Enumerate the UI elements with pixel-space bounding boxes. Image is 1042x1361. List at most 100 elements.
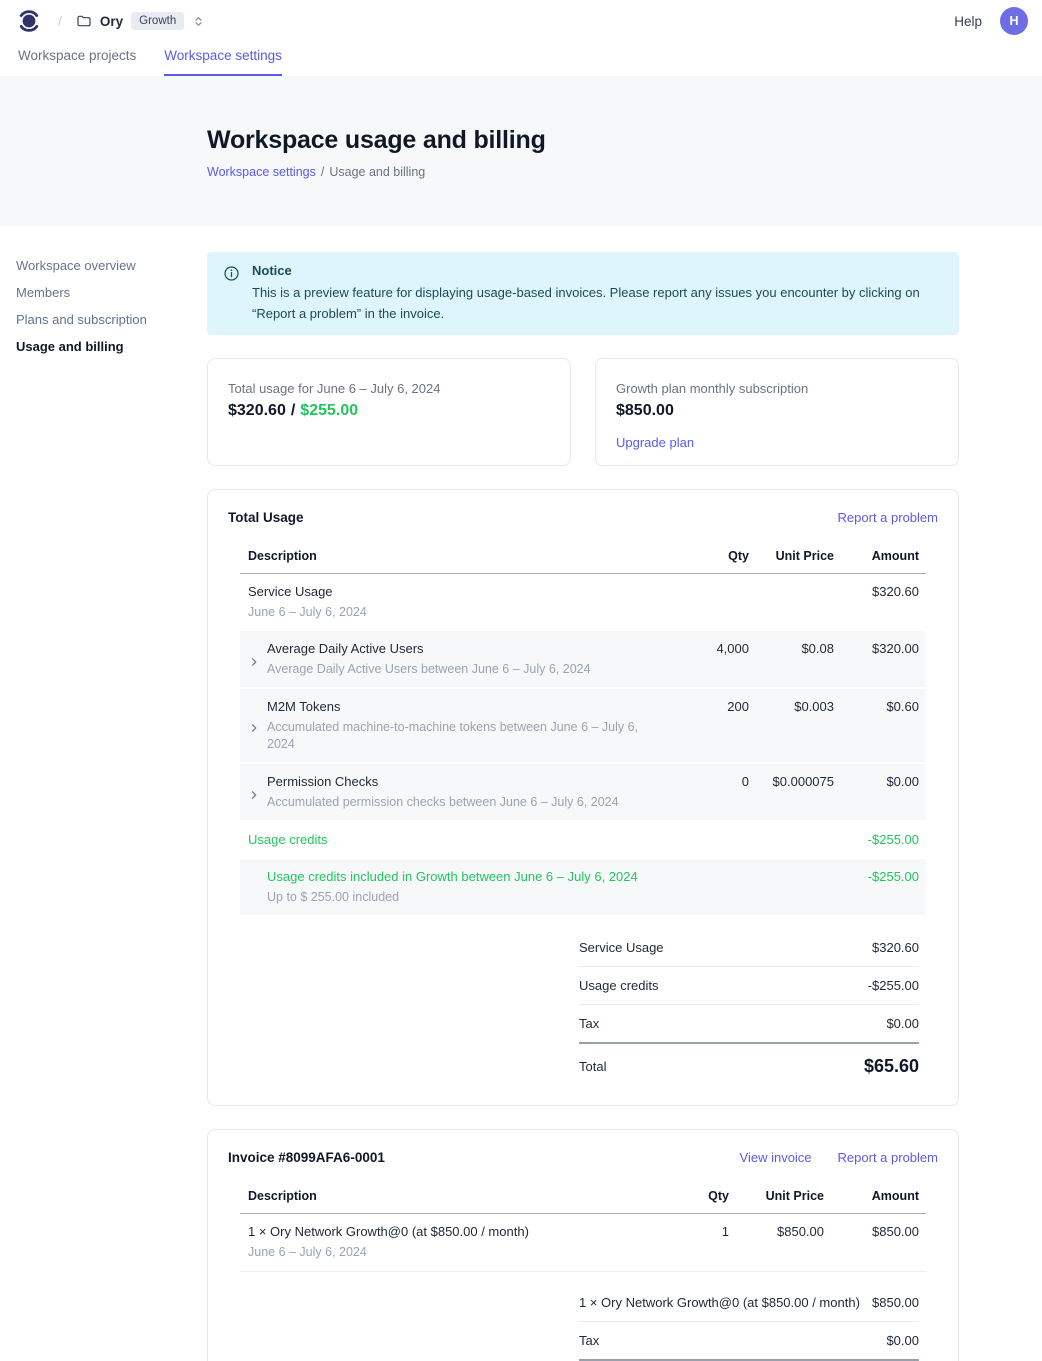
path-separator: /	[58, 13, 62, 29]
breadcrumb-current: Usage and billing	[329, 165, 426, 179]
row-title: M2M Tokens	[267, 699, 341, 715]
table-row: 1 × Ory Network Growth@0 (at $850.00 / m…	[240, 1214, 926, 1272]
subscription-card: Growth plan monthly subscription $850.00…	[595, 358, 959, 467]
info-circle-icon	[223, 265, 240, 324]
report-problem-link[interactable]: Report a problem	[837, 1150, 938, 1166]
col-unit-price: Unit Price	[765, 1189, 824, 1204]
subscription-label: Growth plan monthly subscription	[616, 381, 809, 397]
usage-included-amount: $255.00	[300, 402, 359, 420]
ory-logo-icon[interactable]	[16, 8, 42, 34]
summary-row-tax: Tax $0.00	[579, 1322, 919, 1361]
total-usage-card: Total usage for June 6 – July 6, 2024 $3…	[207, 358, 571, 467]
row-qty: 0	[741, 773, 749, 789]
upgrade-plan-link[interactable]: Upgrade plan	[616, 435, 695, 451]
top-bar: / Ory Growth Help H	[0, 0, 1042, 42]
summary-row-total: Total $65.60	[579, 1044, 919, 1077]
table-row-expandable[interactable]: M2M Tokens Accumulated machine-to-machin…	[240, 689, 926, 764]
invoice-table: Description Qty Unit Price Amount 1 × Or…	[240, 1181, 926, 1361]
summary-label: Usage credits	[579, 978, 659, 994]
workspace-plan-badge: Growth	[131, 12, 185, 30]
row-unit-price: $0.08	[801, 640, 834, 656]
sidebar-item-members[interactable]: Members	[16, 285, 71, 300]
summary-value: $850.00	[872, 1294, 919, 1310]
sidebar-item-usage-billing[interactable]: Usage and billing	[16, 339, 124, 354]
breadcrumb-link-settings[interactable]: Workspace settings	[207, 165, 316, 179]
col-qty: Qty	[728, 549, 749, 564]
row-qty: 1	[721, 1224, 729, 1240]
row-subtitle: Average Daily Active Users between June …	[267, 661, 591, 676]
usage-separator: /	[290, 402, 296, 420]
table-row-credits-detail: Usage credits included in Growth between…	[240, 858, 926, 918]
notice-title: Notice	[252, 263, 292, 278]
total-usage-value: $320.60 / $255.00	[228, 402, 550, 420]
chevron-right-icon[interactable]	[248, 780, 263, 811]
settings-sidebar: Workspace overview Members Plans and sub…	[0, 252, 207, 1361]
row-title: Usage credits	[248, 832, 328, 848]
total-usage-label: Total usage for June 6 – July 6, 2024	[228, 381, 441, 397]
col-amount: Amount	[871, 1189, 919, 1204]
sidebar-item-workspace-overview[interactable]: Workspace overview	[16, 258, 136, 273]
help-link[interactable]: Help	[954, 13, 982, 29]
row-amount: $320.00	[872, 640, 919, 656]
invoice-title: Invoice #8099AFA6-0001	[228, 1150, 385, 1166]
user-avatar[interactable]: H	[1000, 7, 1028, 35]
notice-body: This is a preview feature for displaying…	[252, 285, 920, 321]
row-title: 1 × Ory Network Growth@0 (at $850.00 / m…	[248, 1224, 529, 1240]
total-usage-panel: Total Usage Report a problem Description…	[207, 489, 959, 1107]
row-subtitle: Up to $ 255.00 included	[267, 889, 400, 904]
usage-table: Description Qty Unit Price Amount Servic…	[240, 541, 926, 1077]
page-title: Workspace usage and billing	[207, 126, 546, 154]
sidebar-item-plans-subscription[interactable]: Plans and subscription	[16, 312, 147, 327]
subscription-value: $850.00	[616, 402, 674, 420]
row-title: Usage credits included in Growth between…	[267, 868, 638, 884]
stat-cards: Total usage for June 6 – July 6, 2024 $3…	[207, 358, 959, 467]
row-amount: -$255.00	[867, 868, 919, 884]
table-header: Description Qty Unit Price Amount	[240, 1181, 926, 1215]
row-unit-price: $0.003	[794, 699, 834, 715]
summary-value: $0.00	[886, 1332, 919, 1348]
col-unit-price: Unit Price	[775, 549, 834, 564]
table-row-credits: Usage credits -$255.00	[240, 822, 926, 858]
invoice-panel: Invoice #8099AFA6-0001 View invoice Repo…	[207, 1129, 959, 1361]
summary-label: 1 × Ory Network Growth@0 (at $850.00 / m…	[579, 1294, 860, 1310]
usage-amount: $320.60	[228, 402, 286, 420]
usage-summary: Service Usage $320.60 Usage credits -$25…	[579, 929, 919, 1077]
main-content: Notice This is a preview feature for dis…	[207, 252, 959, 1361]
summary-label: Tax	[579, 1016, 600, 1032]
col-amount: Amount	[871, 549, 919, 564]
workspace-tabs: Workspace projects Workspace settings	[0, 42, 1042, 76]
breadcrumb: Workspace settings / Usage and billing	[207, 165, 1042, 179]
page-hero: Workspace usage and billing Workspace se…	[0, 76, 1042, 226]
indent-spacer	[248, 869, 263, 906]
row-amount: $0.00	[886, 773, 919, 789]
table-header: Description Qty Unit Price Amount	[240, 541, 926, 575]
table-row-expandable[interactable]: Average Daily Active Users Average Daily…	[240, 630, 926, 690]
view-invoice-link[interactable]: View invoice	[739, 1150, 812, 1166]
chevron-right-icon[interactable]	[248, 647, 263, 678]
summary-row: Usage credits -$255.00	[579, 967, 919, 1006]
report-problem-link[interactable]: Report a problem	[837, 510, 938, 526]
invoice-summary: 1 × Ory Network Growth@0 (at $850.00 / m…	[579, 1284, 919, 1361]
summary-label: Tax	[579, 1332, 600, 1348]
panel-title: Total Usage	[228, 510, 304, 526]
summary-total-value: $65.60	[863, 1056, 919, 1077]
table-row-expandable[interactable]: Permission Checks Accumulated permission…	[240, 763, 926, 823]
chevron-right-icon[interactable]	[248, 705, 263, 752]
row-subtitle: June 6 – July 6, 2024	[248, 605, 367, 620]
tab-workspace-projects[interactable]: Workspace projects	[18, 48, 137, 63]
row-title: Service Usage	[248, 584, 333, 600]
tab-workspace-settings[interactable]: Workspace settings	[164, 48, 282, 76]
col-description: Description	[248, 1189, 317, 1204]
breadcrumb-separator: /	[320, 165, 325, 179]
summary-value: $0.00	[886, 1016, 919, 1032]
summary-row-tax: Tax $0.00	[579, 1005, 919, 1045]
workspace-switcher[interactable]: Ory Growth	[76, 12, 205, 30]
row-amount: -$255.00	[867, 832, 919, 848]
topbar-right: Help H	[954, 7, 1028, 35]
row-qty: 200	[727, 699, 749, 715]
col-qty: Qty	[708, 1189, 729, 1204]
summary-value: $320.60	[872, 940, 919, 956]
row-subtitle: Accumulated permission checks between Ju…	[267, 795, 619, 810]
up-down-chevron-icon[interactable]	[192, 15, 205, 28]
